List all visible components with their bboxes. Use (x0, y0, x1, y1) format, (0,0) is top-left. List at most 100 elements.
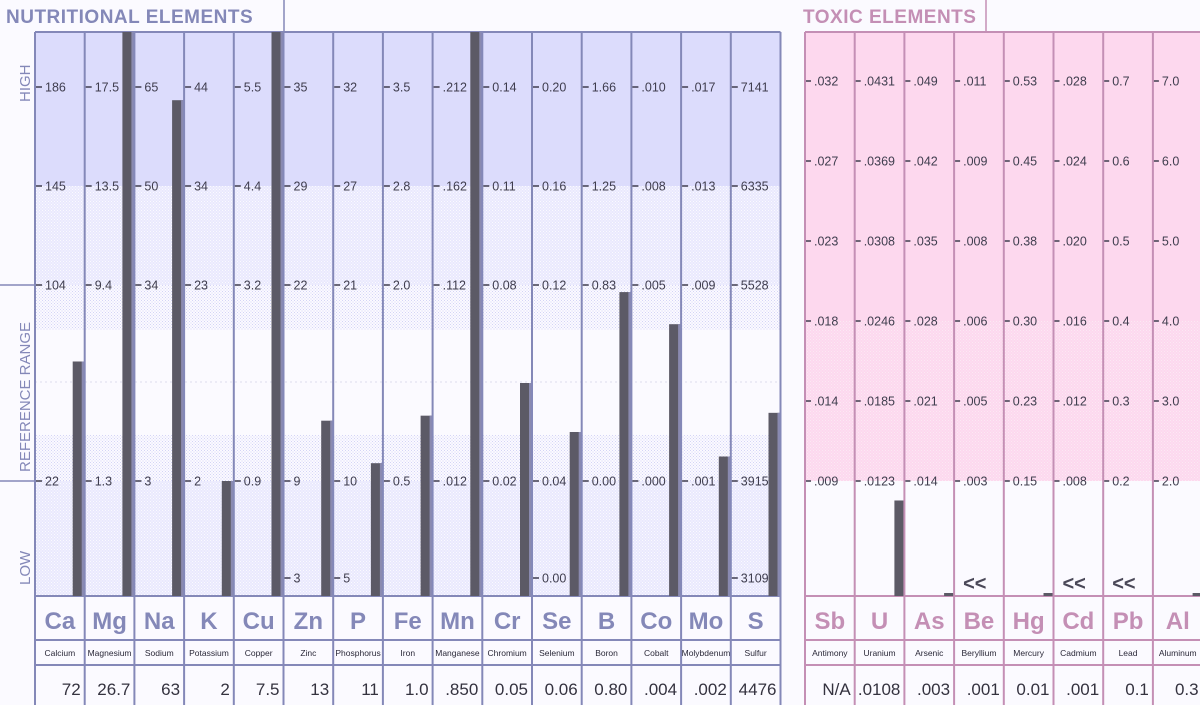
element-value: .004 (644, 680, 677, 699)
tick-label: 104 (45, 279, 66, 293)
tick-label: .042 (913, 155, 937, 169)
element-symbol: Co (640, 608, 672, 635)
tick-label: .020 (1063, 235, 1087, 249)
tick-label: .018 (814, 315, 838, 329)
bar-shadow (131, 32, 135, 596)
tick-label: 0.4 (1112, 315, 1129, 329)
tick-label: .017 (691, 81, 715, 95)
column-selenium: 0.20 0.16 0.12 0.04 0.00 Se Selenium 0.06 (531, 32, 582, 705)
element-symbol: Mg (92, 608, 127, 635)
tick-label: 22 (294, 279, 308, 293)
tick-label: 50 (144, 180, 158, 194)
tick-label: 10 (343, 475, 357, 489)
bar-shadow (479, 32, 483, 596)
tick-label: 186 (45, 81, 66, 95)
column-beryllium: .011 .009 .008 .006 .005 .003 << Be Beryllium .00… (953, 32, 1000, 705)
bar-shadow (429, 415, 433, 596)
tick-label: 9 (294, 475, 301, 489)
tick-label: 35 (294, 81, 308, 95)
tick-label: .003 (963, 475, 987, 489)
tick-label: .001 (691, 475, 715, 489)
element-value: 2 (220, 680, 229, 699)
axis-labels: HIGH REFERENCE RANGE LOW (0, 65, 35, 585)
element-symbol: Be (964, 608, 995, 635)
element-name: Potassium (189, 648, 229, 658)
ref-lower-band (35, 435, 781, 481)
tick-label: .008 (963, 235, 987, 249)
element-symbol: S (748, 608, 764, 635)
tick-label: .0123 (864, 475, 895, 489)
element-symbol: Cd (1062, 608, 1094, 635)
tick-label: 0.2 (1112, 475, 1129, 489)
below-detection-marker: << (1063, 573, 1086, 595)
tick-label: 3 (144, 475, 151, 489)
below-detection-marker: << (1112, 573, 1135, 595)
tick-label: 44 (194, 81, 208, 95)
element-symbol: K (200, 608, 218, 635)
toxic-mid-band (805, 321, 1200, 481)
element-symbol: Hg (1013, 608, 1045, 635)
bar-al (1192, 593, 1200, 596)
tick-label: 5.5 (244, 81, 261, 95)
bar-u (894, 500, 905, 596)
tick-label: 5.0 (1162, 235, 1179, 249)
element-value: .001 (1066, 680, 1099, 699)
element-value: .850 (445, 680, 478, 699)
element-value: 0.06 (545, 680, 578, 699)
axis-reference-range: REFERENCE RANGE (17, 322, 34, 472)
bar-shadow (280, 32, 284, 596)
tick-label: .023 (814, 235, 838, 249)
tick-label: .016 (1063, 315, 1087, 329)
tick-label: 0.30 (1013, 315, 1037, 329)
column-sulfur: 7141 6335 5528 3915 3109 S Sulfur 4476 (729, 32, 781, 705)
tick-label: 0.08 (492, 279, 516, 293)
element-name: Beryllium (961, 648, 996, 658)
element-name: Zinc (300, 648, 317, 658)
section-title: NUTRITIONAL ELEMENTS (6, 7, 253, 28)
tick-label: 0.45 (1013, 155, 1037, 169)
tick-label: 0.15 (1013, 475, 1037, 489)
tick-label: 0.20 (542, 81, 566, 95)
element-symbol: Ca (45, 608, 76, 635)
element-name: Magnesium (88, 648, 132, 658)
bar-shadow (529, 383, 532, 596)
element-value: 11 (361, 680, 379, 699)
tick-label: 0.3 (1112, 395, 1129, 409)
tick-label: 4.0 (1162, 315, 1179, 329)
element-name: Chromium (488, 648, 527, 658)
element-value: 26.7 (97, 680, 130, 699)
column-uranium: .0431 .0369 .0308 .0246 .0185 .0123 U Uranium .0… (853, 32, 905, 705)
label-table (35, 596, 781, 705)
tick-label: .008 (1063, 475, 1087, 489)
element-name: Calcium (44, 648, 75, 658)
tick-label: .0431 (864, 75, 895, 89)
tick-label: 2.0 (1162, 475, 1179, 489)
toxic-low-band (805, 481, 1200, 596)
tick-label: 23 (194, 279, 208, 293)
column-mercury: 0.53 0.45 0.38 0.30 0.23 0.15 Hg Mercury 0.01 (1002, 32, 1054, 705)
tick-label: 65 (144, 81, 158, 95)
tick-label: 6.0 (1162, 155, 1179, 169)
tick-label: .021 (913, 395, 937, 409)
tick-label: .005 (641, 279, 665, 293)
high-band (35, 32, 781, 186)
tick-label: 0.16 (542, 180, 566, 194)
bar-as (944, 593, 955, 596)
upper-band (35, 186, 781, 285)
element-value: 72 (62, 680, 81, 699)
tick-label: .0185 (864, 395, 895, 409)
tick-label: 2 (194, 475, 201, 489)
element-symbol: Sb (815, 608, 846, 635)
column-boron: 1.66 1.25 0.83 0.00 B Boron 0.80 (580, 32, 632, 705)
tick-label: 0.38 (1013, 235, 1037, 249)
tick-label: .035 (913, 235, 937, 249)
column-cadmium: .028 .024 .020 .016 .012 .008 << Cd Cadmium .001 (1052, 32, 1099, 705)
tick-label: .012 (1063, 395, 1087, 409)
tick-label: 0.00 (592, 475, 616, 489)
tick-label: 21 (343, 279, 357, 293)
element-name: Phosphorus (335, 648, 380, 658)
tick-label: .014 (913, 475, 937, 489)
label-table (805, 596, 1200, 705)
tick-label: 3915 (741, 475, 769, 489)
